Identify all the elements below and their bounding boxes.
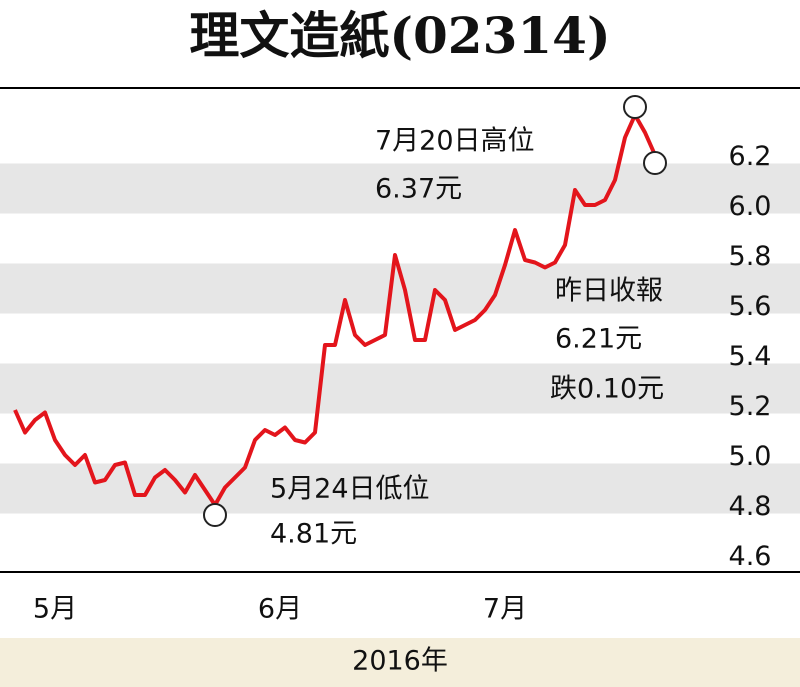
annotation: 跌0.10元 bbox=[550, 374, 664, 405]
x-tick-label: 7月 bbox=[483, 594, 527, 625]
y-tick-label: 4.6 bbox=[729, 541, 772, 572]
annotation: 4.81元 bbox=[270, 519, 357, 550]
y-tick-label: 6.2 bbox=[729, 141, 772, 172]
y-tick-label: 5.6 bbox=[729, 291, 772, 322]
footer-band bbox=[0, 638, 800, 687]
point-marker bbox=[643, 151, 667, 175]
y-tick-label: 5.2 bbox=[729, 391, 772, 422]
point-marker bbox=[623, 95, 647, 119]
y-tick-label: 5.4 bbox=[729, 341, 772, 372]
x-tick-label: 6月 bbox=[258, 594, 302, 625]
y-tick-label: 6.0 bbox=[729, 191, 772, 222]
price-line bbox=[13, 113, 657, 507]
grid-band bbox=[0, 163, 800, 214]
x-axis-label: 2016年 bbox=[352, 646, 448, 677]
y-tick-label: 5.8 bbox=[729, 241, 772, 272]
grid-band bbox=[0, 363, 800, 414]
y-tick-label: 4.8 bbox=[729, 491, 772, 522]
annotation: 5月24日低位 bbox=[270, 474, 430, 505]
annotation: 7月20日高位 bbox=[375, 126, 535, 157]
annotation: 6.21元 bbox=[555, 324, 642, 355]
point-marker bbox=[203, 503, 227, 527]
annotation: 6.37元 bbox=[375, 174, 462, 205]
chart-title: 理文造紙(02314) bbox=[189, 6, 610, 65]
annotation: 昨日收報 bbox=[555, 276, 663, 307]
x-tick-label: 5月 bbox=[33, 594, 77, 625]
y-tick-label: 5.0 bbox=[729, 441, 772, 472]
